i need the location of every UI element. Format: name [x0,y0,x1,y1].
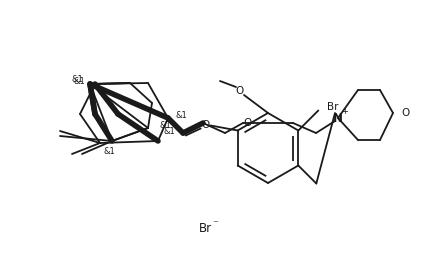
Text: ⁻: ⁻ [212,219,218,229]
Text: O: O [236,86,244,96]
Text: &1: &1 [103,147,115,156]
Text: +: + [341,106,348,115]
Text: &1: &1 [160,120,172,130]
Text: &1: &1 [163,127,175,136]
Text: &1: &1 [73,77,85,85]
Text: Br: Br [198,222,212,235]
Text: Br: Br [327,102,339,111]
Text: O: O [202,120,210,131]
Text: N: N [333,111,343,124]
Text: O: O [244,118,252,128]
Text: O: O [401,108,409,118]
Text: &1: &1 [72,74,84,84]
Text: &1: &1 [176,110,188,119]
